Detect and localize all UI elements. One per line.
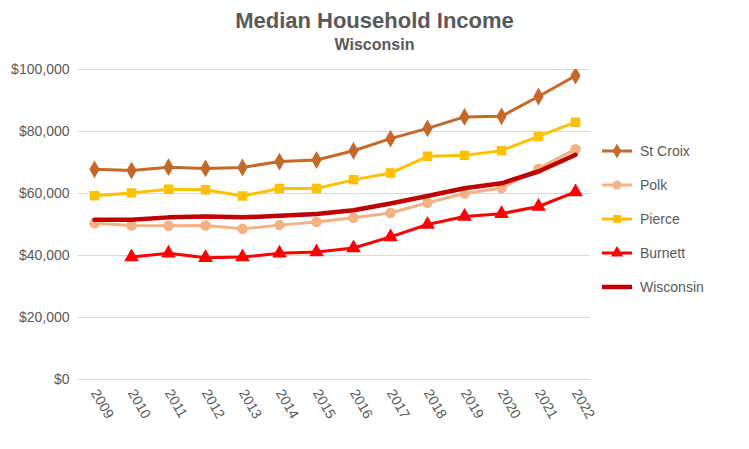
html-text:Wisconsin: Wisconsin — [334, 36, 415, 53]
html-text:Polk: Polk — [640, 177, 668, 193]
svg-text:$80,000: $80,000 — [19, 123, 70, 139]
html-text:St Croix: St Croix — [640, 143, 690, 159]
svg-text:2022: 2022 — [569, 386, 599, 421]
svg-text:$0: $0 — [54, 371, 70, 387]
svg-text:2020: 2020 — [495, 386, 525, 421]
svg-text:$60,000: $60,000 — [19, 185, 70, 201]
html-text:Median Household Income: Median Household Income — [235, 8, 514, 33]
svg-text:2009: 2009 — [88, 386, 118, 421]
svg-text:2021: 2021 — [532, 386, 562, 421]
svg-text:2019: 2019 — [458, 386, 488, 421]
svg-text:2015: 2015 — [310, 386, 340, 421]
svg-text:2014: 2014 — [273, 386, 303, 421]
svg-text:2018: 2018 — [421, 386, 451, 421]
html-text:Pierce: Pierce — [640, 211, 680, 227]
html-text:Burnett: Burnett — [640, 245, 686, 261]
svg-text:2017: 2017 — [384, 386, 414, 421]
svg-text:2016: 2016 — [347, 386, 377, 421]
svg-text:2013: 2013 — [236, 386, 266, 421]
html-text:Wisconsin: Wisconsin — [640, 279, 704, 295]
svg-text:2011: 2011 — [162, 386, 191, 420]
svg-text:2010: 2010 — [125, 386, 155, 421]
svg-text:$40,000: $40,000 — [19, 247, 70, 263]
svg-text:$20,000: $20,000 — [19, 309, 70, 325]
svg-text:2012: 2012 — [199, 386, 229, 421]
svg-text:$100,000: $100,000 — [11, 61, 70, 77]
